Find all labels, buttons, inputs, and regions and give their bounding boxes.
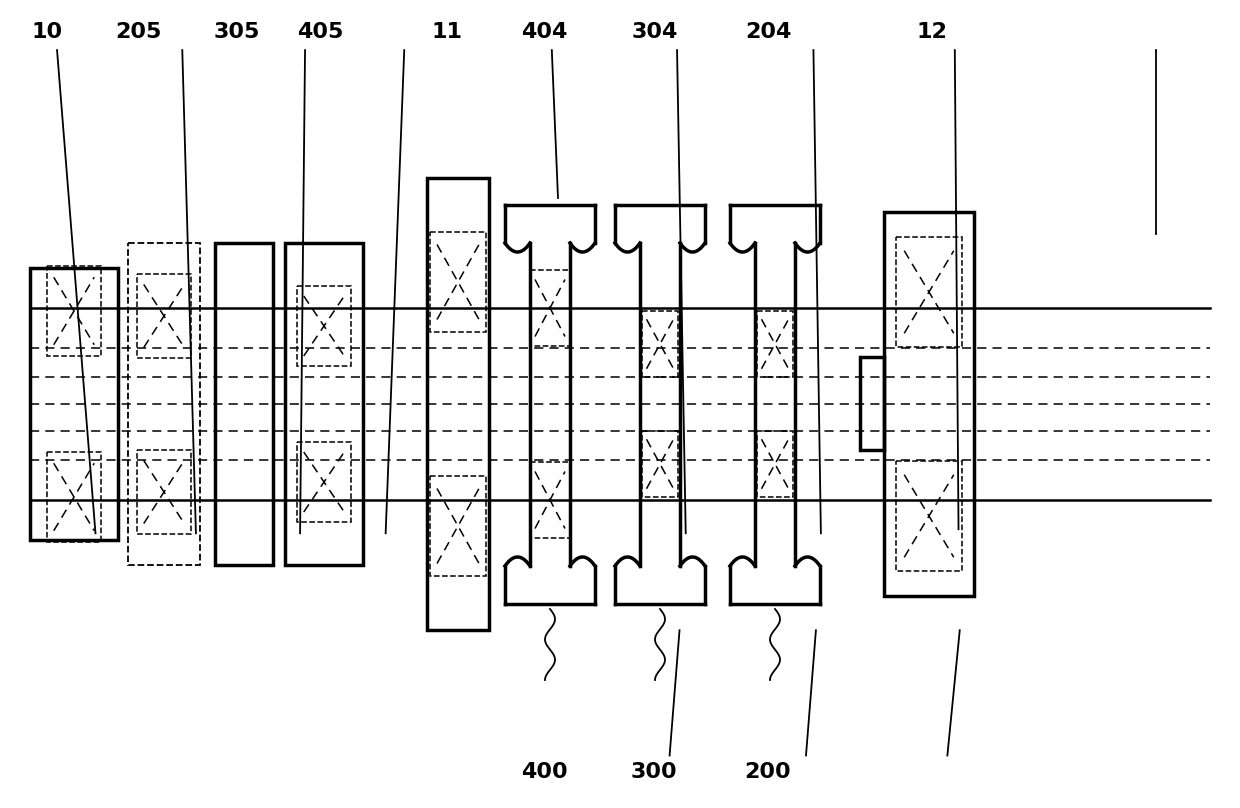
Bar xyxy=(136,450,191,534)
Bar xyxy=(298,286,351,366)
Bar xyxy=(47,452,100,542)
Bar xyxy=(897,237,962,347)
Bar xyxy=(128,243,200,565)
Text: 200: 200 xyxy=(745,762,791,782)
Text: 404: 404 xyxy=(521,22,567,42)
Bar xyxy=(642,431,678,497)
Text: 400: 400 xyxy=(521,762,568,782)
Text: 204: 204 xyxy=(745,22,791,42)
Text: 11: 11 xyxy=(432,22,463,42)
Text: 12: 12 xyxy=(916,22,947,42)
Bar xyxy=(215,243,273,565)
Bar xyxy=(430,476,486,576)
Bar xyxy=(136,274,191,358)
Bar xyxy=(427,178,489,630)
Text: 205: 205 xyxy=(115,22,161,42)
Text: 10: 10 xyxy=(31,22,62,42)
Bar xyxy=(529,270,570,346)
Bar xyxy=(47,266,100,356)
Bar xyxy=(897,461,962,571)
Bar xyxy=(884,212,973,596)
Bar xyxy=(756,311,794,377)
Text: 304: 304 xyxy=(632,22,678,42)
Text: 300: 300 xyxy=(631,762,677,782)
Bar xyxy=(298,442,351,522)
Bar xyxy=(861,357,884,450)
Bar xyxy=(430,232,486,332)
Text: 305: 305 xyxy=(213,22,260,42)
Bar xyxy=(642,311,678,377)
Bar xyxy=(285,243,363,565)
Bar xyxy=(529,462,570,538)
Bar xyxy=(30,268,118,540)
Text: 405: 405 xyxy=(296,22,343,42)
Bar xyxy=(756,431,794,497)
